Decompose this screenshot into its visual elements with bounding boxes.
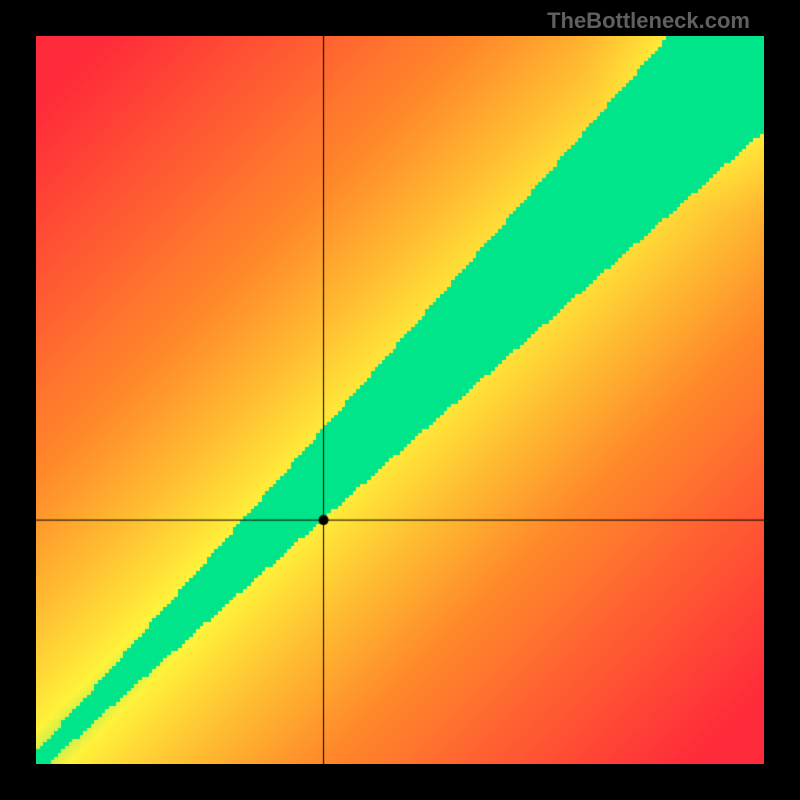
heatmap-canvas: [36, 36, 764, 764]
watermark-text: TheBottleneck.com: [547, 8, 750, 34]
bottleneck-heatmap: [36, 36, 764, 764]
